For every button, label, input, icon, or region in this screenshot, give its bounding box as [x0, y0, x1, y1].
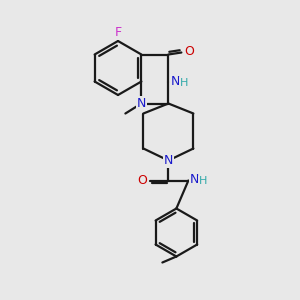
Text: N: N: [164, 154, 173, 167]
Text: N: N: [171, 75, 180, 88]
Text: F: F: [114, 26, 122, 38]
Text: H: H: [199, 176, 208, 187]
Text: O: O: [137, 174, 147, 187]
Text: O: O: [184, 45, 194, 58]
Text: H: H: [180, 77, 189, 88]
Text: N: N: [190, 173, 199, 186]
Text: N: N: [137, 97, 146, 110]
